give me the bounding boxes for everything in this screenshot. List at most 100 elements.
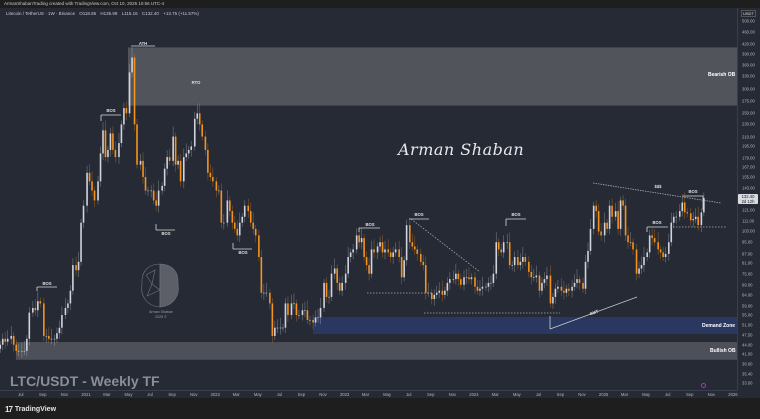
candle [413,236,416,255]
candle [75,256,77,276]
candle-body [490,282,492,284]
candle-body [185,153,188,158]
candle [667,233,670,261]
candle-body [392,252,394,258]
tradingview-logo[interactable]: 17 TradingView [5,405,56,414]
candle-body [295,303,298,316]
price-tick-label: 121.00 [742,207,755,213]
candle-body [648,235,651,253]
candle-body [209,172,212,178]
candle [365,251,368,271]
candle-body [53,338,56,340]
footer [0,398,760,419]
liquidity-label: $$$ [654,184,662,189]
candle [258,229,260,262]
candle-body [265,292,268,294]
candle [441,280,444,302]
candle-body [543,279,546,283]
candle-body [91,181,93,191]
zone-bullish-ob[interactable] [16,342,737,360]
candle [589,218,592,255]
time-tick-label: Sep [556,392,565,397]
candle-body [349,252,352,258]
candle-body [595,205,597,212]
time-tick-label: Jul [18,392,24,397]
candle [452,270,455,284]
candle [223,214,225,230]
candle-body [150,190,152,192]
candle [490,275,492,290]
currency-label[interactable]: USDT [741,10,756,17]
candle-body [157,190,160,206]
candle-body [166,157,168,169]
candle [344,265,347,290]
candle-body [683,202,686,213]
candle-body [441,290,444,295]
candle [595,200,597,218]
price-chart[interactable] [0,0,737,390]
candle [678,204,681,221]
candle [212,166,214,187]
candle-body [50,338,53,340]
candle [207,142,209,180]
price-tick-label: 47.50 [742,332,753,338]
candle-body [438,290,441,293]
current-price-label: 132.40 2d 12h [738,194,758,204]
price-tick-label: 210.00 [742,134,755,140]
candle-body [571,286,573,291]
candle [10,325,13,345]
candle-body [700,212,703,226]
price-tick-label: 420.00 [742,41,755,47]
candle-body [370,249,373,274]
candle-body [306,310,309,320]
candle-body [341,282,343,291]
candle [86,165,88,213]
candle-body [629,242,632,243]
candle [622,194,624,210]
price-tick-label: 51.00 [742,322,753,328]
price-tick-label: 360.00 [742,62,755,68]
candle-body [528,261,530,272]
candle [107,145,109,163]
candle [597,204,600,236]
candle-body [662,252,664,258]
candle [254,224,257,243]
candle [304,301,306,318]
candle [640,256,643,274]
candle [114,141,117,163]
candle-body [389,252,392,258]
candle [306,300,309,325]
candle [546,266,548,286]
candle [686,208,689,218]
alert-marker-icon[interactable] [701,383,706,388]
candle [6,330,9,346]
candle [664,246,667,263]
candle [611,198,613,224]
candle-body [524,257,527,262]
candle [638,261,640,278]
tradingview-brand: TradingView [14,406,57,413]
candle [319,297,322,325]
candle-body [258,235,260,258]
candle [379,236,381,251]
candle-body [229,200,231,212]
candle [241,212,244,227]
candle [323,278,325,312]
symbol-legend[interactable]: Litecoin / TetherUS · 1W · Binance O118.… [6,11,202,16]
candle [238,212,241,243]
candle-body [207,149,209,173]
candle [697,206,699,231]
bos-label: BOS [511,212,521,217]
candle-body [643,257,645,266]
candle [363,234,365,262]
bos-label: BOS [42,281,52,286]
candle-body [136,124,138,165]
zone-demand-zone[interactable] [313,316,737,334]
time-axis[interactable] [0,390,737,399]
candle [627,226,629,250]
candle-body [323,282,325,308]
candle-body [312,319,314,323]
candle [263,284,265,300]
candle [617,201,619,235]
zone-bearish-ob[interactable] [128,47,737,106]
